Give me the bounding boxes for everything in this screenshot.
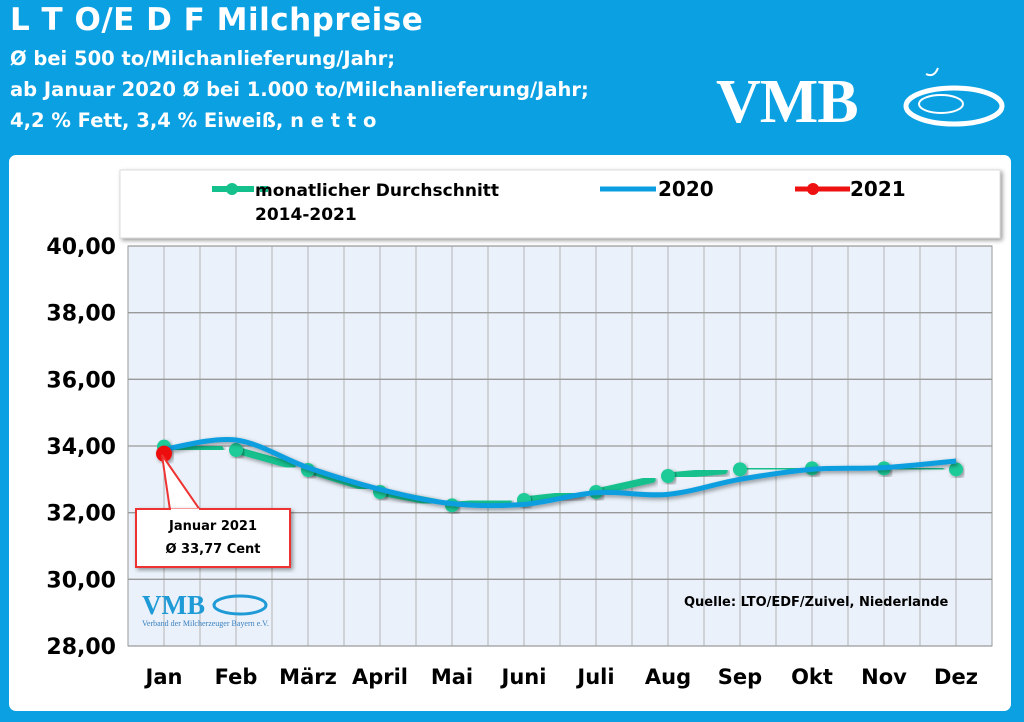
series-2021-marker: [156, 445, 172, 462]
subtitle-line-2: ab Januar 2020 Ø bei 1.000 to/Milchanlie…: [10, 78, 589, 101]
avg-marker: [949, 462, 963, 477]
vmb-logo: VMB: [716, 67, 1005, 133]
x-tick-label: Juni: [500, 665, 547, 689]
x-tick-label: Sep: [718, 665, 762, 689]
small-vmb-logo: VMB Verband der Milcherzeuger Bayern e.V…: [142, 590, 269, 628]
avg-marker: [733, 462, 747, 477]
small-logo-text: VMB: [142, 590, 205, 620]
y-tick-label: 30,00: [46, 568, 116, 593]
legend-2021-label: 2021: [850, 177, 906, 201]
x-tick-label: Dez: [934, 665, 978, 689]
x-tick-label: Juli: [575, 665, 614, 689]
avg-marker: [661, 469, 675, 483]
logo-swirl-icon: [903, 67, 1005, 127]
annotation-line-2: Ø 33,77 Cent: [165, 542, 260, 557]
legend-avg-marker: [226, 183, 238, 195]
subtitle-line-3: 4,2 % Fett, 3,4 % Eiweiß, n e t t o: [10, 109, 377, 132]
series-2020-line: [163, 436, 957, 509]
legend-box: [119, 169, 1001, 239]
x-tick-label: März: [279, 665, 337, 689]
avg-line-segment: [664, 467, 728, 480]
legend-avg-label-2: 2014-2021: [255, 205, 357, 225]
x-tick-label: Jan: [144, 665, 183, 689]
page-title: L T O/E D F Milchpreise: [10, 2, 424, 38]
x-tick-label: Nov: [861, 665, 907, 689]
y-tick-label: 36,00: [46, 368, 116, 393]
avg-line-segment: [232, 446, 296, 470]
avg-marker: [229, 443, 243, 457]
subtitle-line-1: Ø bei 500 to/Milchanlieferung/Jahr;: [10, 47, 396, 70]
small-logo-caption: Verband der Milcherzeuger Bayern e.V.: [142, 619, 269, 628]
y-tick-label: 38,00: [46, 302, 116, 327]
source-label: Quelle: LTO/EDF/Zuivel, Niederlande: [684, 595, 948, 610]
x-tick-label: Mai: [431, 665, 473, 689]
x-tick-label: Okt: [791, 665, 833, 689]
legend-avg-label-1: monatlicher Durchschnitt: [255, 181, 499, 201]
annotation-line-1: Januar 2021: [168, 519, 257, 534]
x-tick-label: Aug: [645, 665, 691, 689]
y-tick-label: 28,00: [46, 635, 116, 660]
y-tick-label: 34,00: [46, 435, 116, 460]
small-logo-swirl-icon: [212, 594, 268, 616]
x-tick-label: Feb: [215, 665, 258, 689]
x-tick-label: April: [352, 665, 408, 689]
avg-line-segment: [736, 465, 800, 473]
annotation-callout: Januar 2021 Ø 33,77 Cent: [135, 454, 291, 568]
legend-2020-label: 2020: [658, 177, 714, 201]
legend-2021-marker: [807, 183, 819, 195]
y-tick-label: 40,00: [46, 235, 116, 260]
y-tick-label: 32,00: [46, 502, 116, 527]
legend: monatlicher Durchschnitt 2014-2021 2020 …: [212, 177, 906, 225]
